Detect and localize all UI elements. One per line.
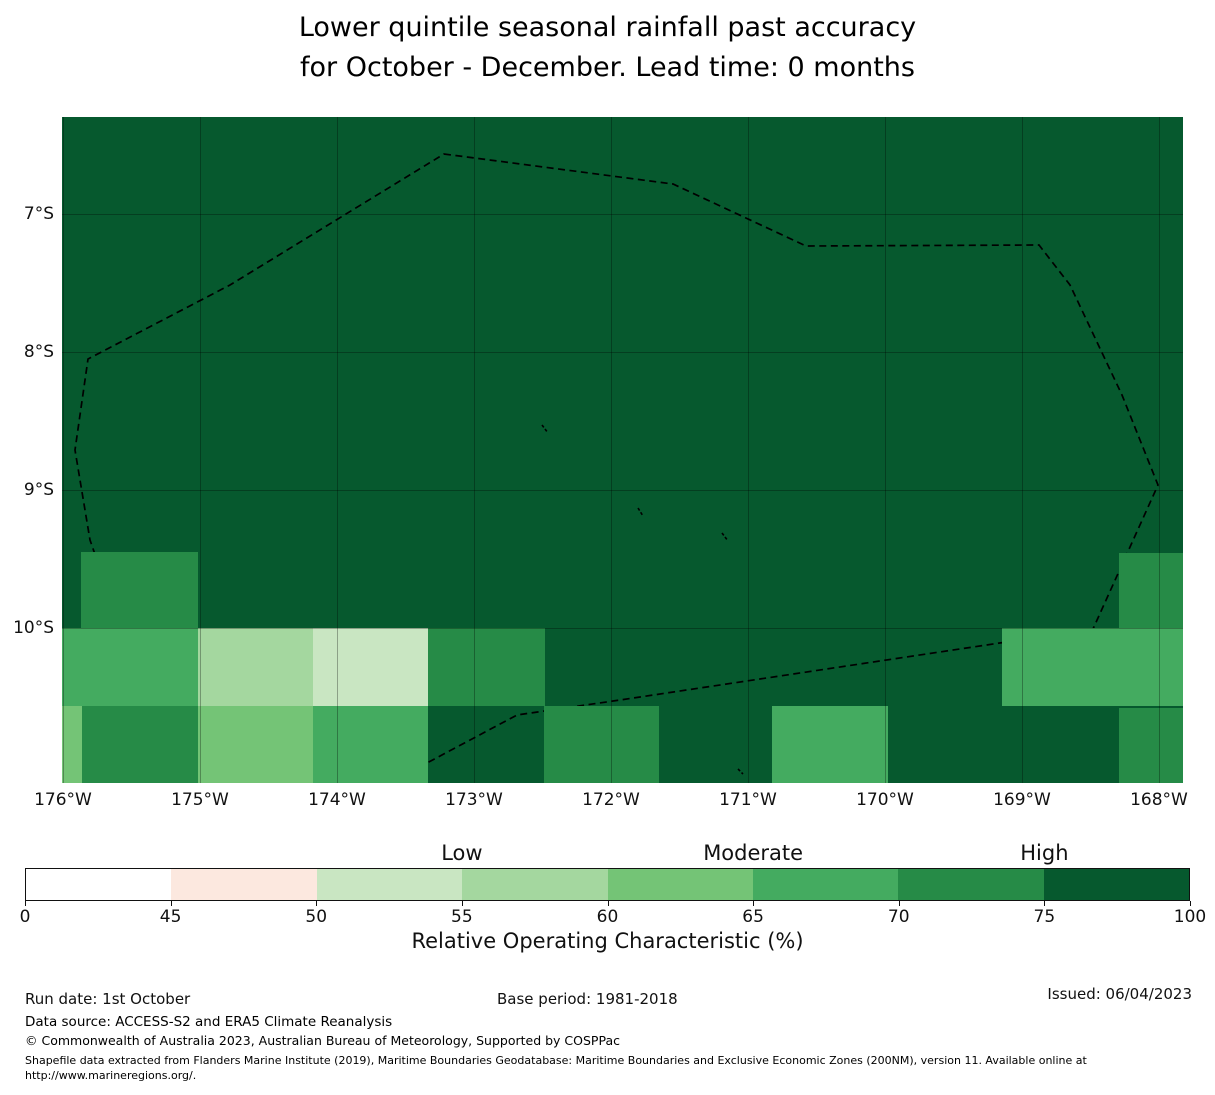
- longitude-tick-label: 173°W: [445, 790, 503, 810]
- run-date-text: Run date: 1st October: [25, 990, 191, 1008]
- copyright-text: © Commonwealth of Australia 2023, Austra…: [25, 1033, 620, 1048]
- longitude-tick-label: 169°W: [993, 790, 1051, 810]
- roc-grid-cell: [198, 706, 313, 783]
- roc-grid-cell: [313, 706, 428, 783]
- colorbar-bin: [316, 869, 463, 900]
- colorbar-tick-label: 60: [596, 907, 619, 927]
- longitude-tick-label: 170°W: [856, 790, 914, 810]
- roc-grid-cell: [1119, 708, 1183, 783]
- longitude-gridline: [1022, 117, 1023, 783]
- longitude-tick-label: 176°W: [34, 790, 92, 810]
- roc-grid-cell: [81, 552, 198, 628]
- colorbar-category-label: High: [1020, 841, 1069, 865]
- roc-grid-cell: [1119, 553, 1183, 628]
- colorbar-tick-mark: [461, 901, 463, 906]
- roc-grid-cell: [428, 628, 545, 706]
- chart-title-line2: for October - December. Lead time: 0 mon…: [300, 52, 915, 83]
- longitude-gridline: [885, 117, 886, 783]
- colorbar-bin: [607, 869, 753, 900]
- longitude-tick-label: 171°W: [719, 790, 777, 810]
- colorbar-tick-mark: [25, 901, 26, 906]
- colorbar-tick-label: 75: [1033, 907, 1056, 927]
- colorbar-bin: [462, 869, 608, 900]
- colorbar-bin: [26, 869, 172, 900]
- roc-grid-cell: [82, 706, 198, 783]
- island-outline: [637, 507, 644, 517]
- chart-title: Lower quintile seasonal rainfall past ac…: [0, 8, 1215, 88]
- longitude-gridline: [611, 117, 612, 783]
- latitude-gridline: [62, 214, 1183, 215]
- longitude-tick-label: 168°W: [1130, 790, 1188, 810]
- longitude-gridline: [474, 117, 475, 783]
- colorbar-tick-label: 45: [159, 907, 182, 927]
- longitude-gridline: [337, 117, 338, 783]
- colorbar-tick-label: 0: [19, 907, 31, 927]
- colorbar-tick-mark: [170, 901, 172, 906]
- latitude-gridline: [62, 352, 1183, 353]
- latitude-tick-label: 7°S: [23, 204, 54, 224]
- colorbar-bin: [898, 869, 1044, 900]
- island-outline: [541, 424, 549, 434]
- shapefile-attribution-text: Shapefile data extracted from Flanders M…: [25, 1054, 1087, 1082]
- latitude-gridline: [62, 628, 1183, 629]
- roc-grid-cell: [62, 628, 198, 706]
- island-outline: [721, 532, 729, 542]
- colorbar-tick-mark: [607, 901, 609, 906]
- latitude-tick-label: 8°S: [23, 342, 54, 362]
- latitude-tick-label: 10°S: [13, 618, 54, 638]
- longitude-gridline: [63, 117, 64, 783]
- roc-grid-cell: [772, 706, 888, 783]
- longitude-gridline: [200, 117, 201, 783]
- roc-grid-cell: [1002, 628, 1183, 706]
- longitude-tick-label: 175°W: [171, 790, 229, 810]
- longitude-tick-label: 174°W: [308, 790, 366, 810]
- base-period-text: Base period: 1981-2018: [497, 990, 678, 1008]
- colorbar-tick-mark: [1190, 901, 1191, 906]
- colorbar: [25, 868, 1190, 901]
- chart-title-line1: Lower quintile seasonal rainfall past ac…: [298, 12, 917, 43]
- colorbar-tick-mark: [316, 901, 318, 906]
- data-source-text: Data source: ACCESS-S2 and ERA5 Climate …: [25, 1014, 393, 1030]
- longitude-gridline: [748, 117, 749, 783]
- colorbar-category-label: Moderate: [703, 841, 804, 865]
- colorbar-axis-label: Relative Operating Characteristic (%): [411, 929, 804, 953]
- longitude-tick-label: 172°W: [582, 790, 640, 810]
- roc-grid-cell: [313, 628, 428, 706]
- colorbar-tick-label: 100: [1173, 907, 1207, 927]
- colorbar-tick-mark: [1044, 901, 1046, 906]
- colorbar-tick-mark: [898, 901, 900, 906]
- colorbar-category-label: Low: [441, 841, 483, 865]
- island-outline: [737, 768, 744, 775]
- roc-grid-cell: [544, 706, 659, 783]
- colorbar-tick-label: 55: [451, 907, 473, 927]
- colorbar-tick-label: 65: [742, 907, 764, 927]
- colorbar-tick-label: 70: [887, 907, 910, 927]
- roc-grid-cell: [198, 628, 313, 706]
- colorbar-bin: [1043, 869, 1189, 900]
- colorbar-bin: [752, 869, 899, 900]
- issued-date-text: Issued: 06/04/2023: [1047, 985, 1192, 1003]
- colorbar-bin: [171, 869, 317, 900]
- colorbar-tick-label: 50: [305, 907, 328, 927]
- map-canvas: [62, 117, 1183, 783]
- island-marks: [541, 424, 744, 775]
- latitude-gridline: [62, 490, 1183, 491]
- colorbar-tick-mark: [753, 901, 755, 906]
- roc-grid-cell: [62, 706, 82, 783]
- latitude-tick-label: 9°S: [23, 480, 54, 500]
- longitude-gridline: [1159, 117, 1160, 783]
